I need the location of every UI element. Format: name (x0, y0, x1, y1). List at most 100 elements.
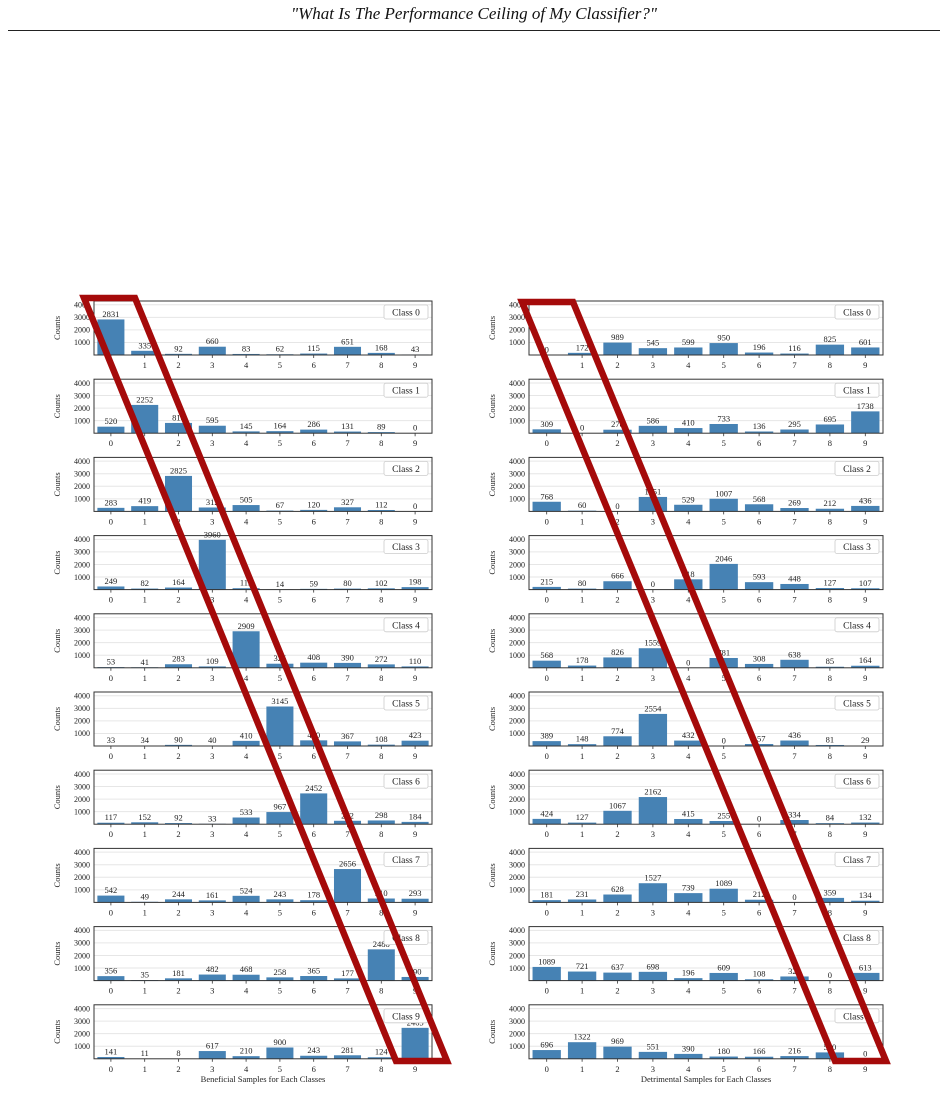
panel-frame (93, 456, 433, 512)
bar-value-label: 468 (240, 964, 253, 974)
x-tick-label: 5 (278, 1064, 282, 1074)
x-tick-label: 5 (278, 829, 282, 839)
bar (638, 971, 668, 981)
bar (367, 352, 395, 355)
bar-value-label: 243 (307, 1045, 320, 1055)
y-tick-label: 4000 (74, 1004, 90, 1013)
y-tick-label: 3000 (509, 548, 525, 557)
page-title: "What Is The Performance Ceiling of My C… (290, 4, 658, 23)
bar-value-label: 249 (105, 576, 118, 586)
bar-value-label: 415 (682, 808, 695, 818)
x-tick-label: 8 (379, 907, 383, 917)
x-tick-label: 9 (863, 438, 867, 448)
y-tick-label: 4000 (74, 848, 90, 857)
y-tick-label: 4000 (74, 379, 90, 388)
bar (815, 344, 845, 355)
bar (851, 588, 880, 590)
x-tick-label: 5 (722, 595, 726, 605)
bar-value-label: 0 (686, 657, 690, 667)
y-axis-label: Counts (487, 394, 497, 418)
bar-value-label: 356 (105, 966, 118, 976)
x-tick-label: 6 (757, 907, 761, 917)
bar-value-label: 651 (341, 336, 354, 346)
bar (780, 740, 809, 746)
bar (164, 422, 193, 434)
x-tick-label: 4 (686, 986, 691, 996)
bar (780, 659, 809, 668)
bar-value-label: 410 (240, 730, 253, 740)
bar (401, 1027, 429, 1059)
bar-value-label: 696 (540, 1040, 553, 1050)
x-tick-label: 6 (757, 829, 761, 839)
bar-value-label: 40 (208, 735, 217, 745)
y-tick-label: 1000 (74, 729, 90, 738)
bar (300, 1055, 328, 1059)
bar-value-label: 112 (240, 578, 252, 588)
bar-value-label: 609 (717, 962, 730, 972)
bar-value-label: 127 (824, 578, 837, 588)
x-tick-label: 8 (379, 751, 383, 761)
bar-value-label: 599 (682, 337, 695, 347)
legend-box (383, 539, 429, 554)
bar-value-label: 617 (206, 1041, 219, 1051)
bar-value-label: 2831 (102, 309, 119, 319)
bar-value-label: 82 (140, 578, 149, 588)
x-tick-label: 6 (312, 751, 316, 761)
x-tick-label: 9 (413, 751, 417, 761)
legend-box (383, 460, 429, 476)
bar (232, 631, 260, 668)
bar-value-label: 1067 (609, 800, 626, 810)
x-tick-label: 8 (828, 907, 832, 917)
bar-value-label: 568 (540, 650, 553, 660)
x-tick-label: 0 (109, 1064, 113, 1074)
x-tick-label: 8 (379, 986, 383, 996)
bar (266, 663, 294, 668)
x-tick-label: 1 (580, 907, 584, 917)
bar-value-label: 529 (682, 494, 695, 504)
bar (780, 353, 809, 355)
bar (367, 432, 395, 434)
x-tick-label: 1 (143, 751, 147, 761)
bar-value-label: 365 (307, 966, 320, 976)
bar-value-label: 2488 (373, 939, 390, 949)
bar-value-label: 136 (753, 421, 766, 431)
panel-frame (528, 1004, 884, 1060)
bar (638, 713, 668, 746)
bar (744, 352, 774, 355)
x-tick-label: 3 (210, 751, 214, 761)
x-tick-label: 5 (278, 751, 282, 761)
x-tick-label: 3 (651, 907, 655, 917)
x-tick-label: 1 (143, 986, 147, 996)
bar (198, 666, 226, 668)
x-tick-label: 9 (413, 438, 417, 448)
bar (333, 588, 362, 590)
bar-value-label: 141 (105, 1047, 118, 1057)
bar (567, 899, 597, 903)
bar-value-label: 89 (377, 422, 386, 432)
x-tick-label: 7 (792, 673, 796, 683)
x-tick-label: 4 (244, 360, 249, 370)
legend-label: Class 4 (843, 621, 871, 631)
bar (266, 1047, 294, 1059)
x-tick-label: 7 (792, 516, 796, 526)
x-tick-label: 1 (580, 673, 584, 683)
bar (131, 350, 159, 355)
bar-value-label: 390 (682, 1043, 695, 1053)
bar-value-label: 524 (240, 885, 254, 895)
x-tick-label: 9 (863, 516, 867, 526)
bar-value-label: 108 (753, 969, 766, 979)
bar (744, 899, 774, 903)
bar (367, 949, 395, 981)
y-tick-label: 3000 (74, 939, 90, 948)
bar-value-label: 120 (307, 499, 320, 509)
x-tick-label: 4 (244, 829, 249, 839)
bar-value-label: 419 (138, 496, 151, 506)
x-tick-label: 3 (210, 673, 214, 683)
x-tick-label: 0 (109, 516, 113, 526)
x-tick-label: 7 (792, 907, 796, 917)
bar-value-label: 1322 (574, 1032, 591, 1042)
legend-box (383, 304, 429, 320)
x-tick-label: 5 (278, 438, 282, 448)
x-tick-label: 7 (345, 1064, 349, 1074)
y-tick-label: 2000 (509, 795, 525, 804)
